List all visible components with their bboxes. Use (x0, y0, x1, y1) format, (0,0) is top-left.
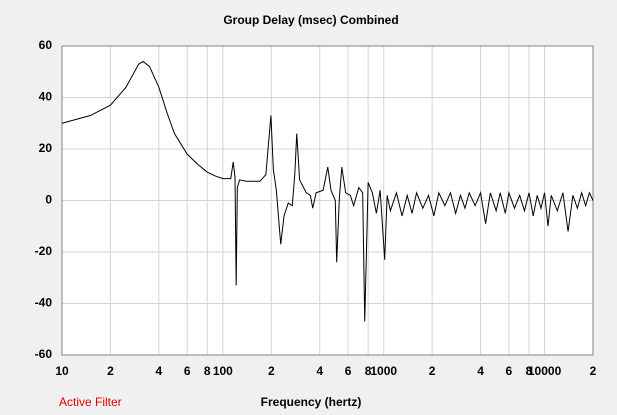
x-tick-label: 2 (107, 364, 114, 378)
x-tick-label: 6 (345, 364, 352, 378)
x-tick-label: 8 (526, 364, 533, 378)
x-tick-label: 2 (590, 364, 597, 378)
x-tick-label: 4 (477, 364, 484, 378)
x-tick-label: 8 (365, 364, 372, 378)
x-tick-label: 4 (156, 364, 163, 378)
x-tick-label: 100 (213, 364, 233, 378)
x-tick-label: 6 (184, 364, 191, 378)
x-tick-label: 2 (268, 364, 275, 378)
x-tick-label: 8 (204, 364, 211, 378)
y-tick-label: 20 (39, 141, 53, 155)
y-tick-label: 40 (39, 90, 53, 104)
y-tick-label: -60 (35, 347, 53, 361)
y-tick-label: -40 (35, 296, 53, 310)
x-tick-label: 10 (55, 364, 69, 378)
x-tick-label: 1000 (370, 364, 397, 378)
y-tick-label: 60 (39, 38, 53, 52)
y-tick-label: 0 (45, 193, 52, 207)
x-tick-label: 2 (429, 364, 436, 378)
chart-title: Group Delay (msec) Combined (223, 13, 398, 27)
x-tick-label: 6 (506, 364, 513, 378)
annotation: Active Filter (59, 395, 122, 409)
x-tick-label: 10000 (528, 364, 562, 378)
data-line (61, 60, 594, 322)
x-axis-label: Frequency (hertz) (261, 395, 362, 409)
x-tick-label: 4 (316, 364, 323, 378)
y-tick-label: -20 (35, 244, 53, 258)
